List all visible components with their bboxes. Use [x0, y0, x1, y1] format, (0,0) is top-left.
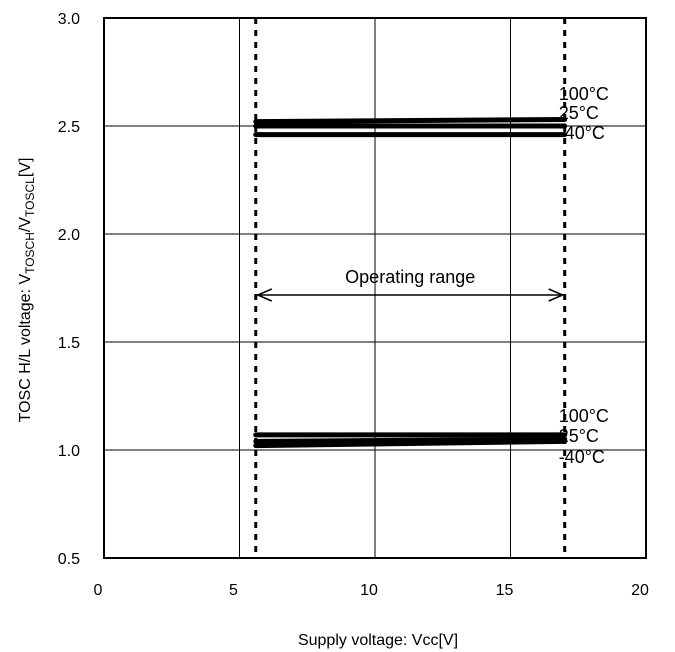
- x-axis-label: Supply voltage: Vcc[V]: [298, 632, 458, 649]
- series-label: -40°C: [559, 123, 605, 143]
- series-label: 100°C: [559, 84, 609, 104]
- y-axis-label-mid: /V: [17, 217, 34, 232]
- series-line-low--40C: [253, 438, 568, 449]
- y-tick-label: 1.0: [58, 443, 80, 460]
- series-label: -40°C: [559, 447, 605, 467]
- y-tick-label: 2.5: [58, 119, 80, 136]
- operating-range-label: Operating range: [345, 267, 475, 287]
- operating-range-arrowhead-right: [548, 288, 565, 302]
- series-line-low-25C: [253, 436, 568, 444]
- series-label: 25°C: [559, 426, 599, 446]
- y-tick-label: 1.5: [58, 335, 80, 352]
- y-tick-label: 3.0: [58, 11, 80, 28]
- y-tick-label: 2.0: [58, 227, 80, 244]
- x-tick-label: 10: [360, 582, 378, 599]
- series-line-high-100C: [253, 117, 568, 125]
- y-tick-label: 0.5: [58, 551, 80, 568]
- labels: 0 5 10 15 20 0.5 1.0 1.5 2.0 2.5 3.0 Operating rang…: [58, 11, 649, 599]
- operating-range-arrowhead-left: [255, 288, 273, 302]
- x-tick-label: 15: [496, 582, 514, 599]
- x-tick-label: 0: [94, 582, 103, 599]
- marks: [253, 18, 568, 558]
- series-label: 100°C: [559, 406, 609, 426]
- y-axis-label-prefix: TOSC H/L voltage: V: [17, 274, 34, 423]
- x-tick-label: 5: [229, 582, 238, 599]
- axes: [103, 17, 647, 559]
- y-axis-label-sub1: TOSCH: [23, 232, 37, 274]
- y-axis-label-sub2: TOSCL: [23, 177, 37, 217]
- plot-frame: [103, 17, 647, 559]
- y-axis-label: TOSC H/L voltage: VTOSCH/VTOSCL[V]: [17, 158, 37, 423]
- series-label: 25°C: [559, 103, 599, 123]
- y-axis-label-suffix: [V]: [17, 158, 34, 178]
- x-tick-label: 20: [631, 582, 649, 599]
- grid: [104, 18, 646, 558]
